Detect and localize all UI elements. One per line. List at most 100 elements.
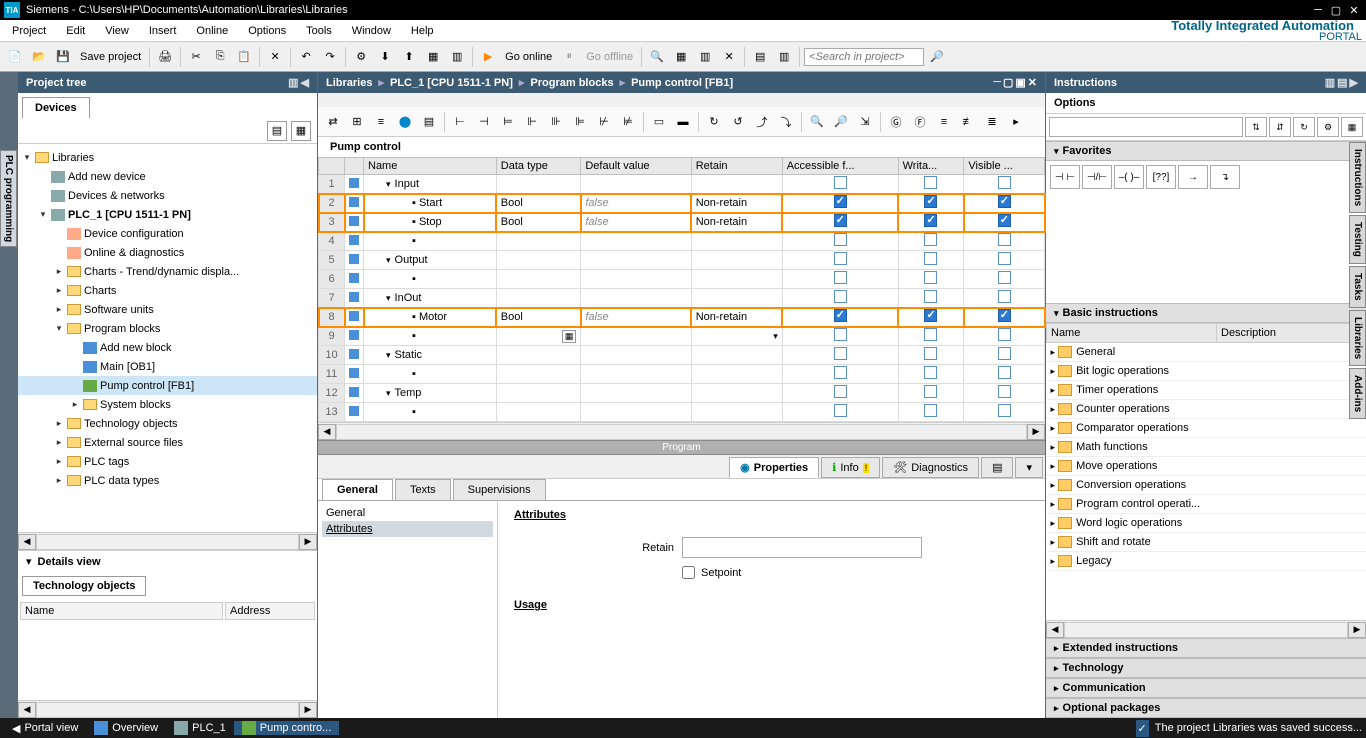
instr-category[interactable]: ▸ Conversion operations — [1047, 476, 1366, 495]
checkbox[interactable] — [834, 176, 847, 189]
tab-diagnostics[interactable]: 🛠Diagnostics — [882, 457, 979, 478]
var-default[interactable] — [581, 384, 691, 403]
instr-category[interactable]: ▸ Shift and rotate — [1047, 533, 1366, 552]
et-icon[interactable]: ≣ — [981, 111, 1003, 133]
open-icon[interactable]: 📂 — [28, 46, 50, 68]
copy-icon[interactable]: ⎘ — [209, 46, 231, 68]
tree-node[interactable]: ▾PLC_1 [CPU 1511-1 PN] — [18, 205, 317, 224]
go-offline-btn[interactable]: Go offline — [582, 51, 637, 63]
et-icon[interactable]: Ⓖ — [885, 111, 907, 133]
et-icon[interactable]: ↻ — [703, 111, 725, 133]
intf-hscroll[interactable]: ◀ ▶ — [318, 422, 1045, 440]
tree-node[interactable]: ▸Technology objects — [18, 414, 317, 433]
var-retain[interactable] — [691, 346, 782, 365]
fav-box[interactable]: [??] — [1146, 165, 1176, 189]
checkbox[interactable] — [924, 328, 937, 341]
undo-icon[interactable]: ↶ — [295, 46, 317, 68]
tech-header[interactable]: Technology — [1046, 658, 1366, 678]
var-vis[interactable] — [964, 232, 1045, 251]
checkbox[interactable] — [998, 366, 1011, 379]
tree-hscroll[interactable]: ◀ ▶ — [18, 532, 317, 550]
rtab-libraries[interactable]: Libraries — [1349, 310, 1366, 366]
checkbox[interactable] — [924, 252, 937, 265]
upload-icon[interactable]: ⬆ — [398, 46, 420, 68]
var-vis[interactable] — [964, 365, 1045, 384]
instr-hscroll[interactable]: ◀ ▶ — [1046, 620, 1366, 638]
var-type[interactable]: Bool — [496, 308, 581, 327]
var-acc[interactable] — [782, 251, 898, 270]
var-default[interactable]: false — [581, 213, 691, 232]
col-address[interactable]: Address — [225, 602, 315, 620]
menu-options[interactable]: Options — [240, 23, 294, 39]
scroll-left-icon[interactable]: ◀ — [18, 702, 36, 718]
checkbox[interactable] — [834, 252, 847, 265]
intf-row[interactable]: 12▾Temp — [319, 384, 1045, 403]
checkbox[interactable] — [834, 328, 847, 341]
intf-row[interactable]: 7▾InOut — [319, 289, 1045, 308]
checkbox[interactable] — [998, 214, 1011, 227]
var-vis[interactable] — [964, 270, 1045, 289]
var-type[interactable] — [496, 403, 581, 422]
var-vis[interactable] — [964, 213, 1045, 232]
var-acc[interactable] — [782, 308, 898, 327]
win-max-icon[interactable]: ▣ — [1015, 76, 1025, 89]
checkbox[interactable] — [998, 233, 1011, 246]
checkbox[interactable] — [834, 385, 847, 398]
menu-window[interactable]: Window — [344, 23, 399, 39]
var-acc[interactable] — [782, 327, 898, 346]
rtab-testing[interactable]: Testing — [1349, 215, 1366, 264]
scroll-track[interactable] — [336, 424, 1027, 440]
scroll-right-icon[interactable]: ▶ — [299, 702, 317, 718]
tree-node[interactable]: Online & diagnostics — [18, 243, 317, 262]
var-name[interactable]: ▾Temp — [364, 384, 497, 403]
checkbox[interactable] — [924, 309, 937, 322]
checkbox[interactable] — [998, 328, 1011, 341]
portal-view-btn[interactable]: ◀ Portal view — [4, 722, 86, 735]
inspector-collapse-icon[interactable]: ▾ — [1015, 457, 1043, 478]
et-icon[interactable]: ▬ — [672, 111, 694, 133]
cut-icon[interactable]: ✂ — [185, 46, 207, 68]
et-icon[interactable]: Ⓕ — [909, 111, 931, 133]
opt-btn[interactable]: ⚙ — [1317, 117, 1339, 137]
win-min-icon[interactable]: ─ — [993, 76, 1001, 89]
var-acc[interactable] — [782, 365, 898, 384]
tree-node[interactable]: Add new device — [18, 167, 317, 186]
tech-objects-tab[interactable]: Technology objects — [22, 576, 146, 596]
win-close-icon[interactable]: ✕ — [1028, 76, 1037, 89]
var-retain[interactable] — [691, 270, 782, 289]
et-icon[interactable]: ⊭ — [617, 111, 639, 133]
var-name[interactable]: ▪ — [364, 327, 497, 346]
var-name[interactable]: ▾Static — [364, 346, 497, 365]
comm-header[interactable]: Communication — [1046, 678, 1366, 698]
col-name[interactable]: Name — [20, 602, 223, 620]
var-wr[interactable] — [898, 403, 964, 422]
checkbox[interactable] — [834, 195, 847, 208]
var-wr[interactable] — [898, 346, 964, 365]
var-default[interactable] — [581, 289, 691, 308]
scroll-left-icon[interactable]: ◀ — [318, 424, 336, 440]
tree-node[interactable]: ▸System blocks — [18, 395, 317, 414]
fav-branch[interactable]: → — [1178, 165, 1208, 189]
var-type[interactable] — [496, 289, 581, 308]
left-sidetab[interactable]: PLC programming — [0, 150, 17, 247]
go-online-btn[interactable]: Go online — [501, 51, 556, 63]
checkbox[interactable] — [834, 271, 847, 284]
optpkg-header[interactable]: Optional packages — [1046, 698, 1366, 718]
panel-pin-icon[interactable]: ▥ — [288, 76, 298, 89]
intf-row[interactable]: 8▪ MotorBoolfalseNon-retain — [319, 308, 1045, 327]
panel-view-icon[interactable]: ▤ — [1337, 76, 1347, 89]
var-name[interactable]: ▪ Stop — [364, 213, 497, 232]
var-acc[interactable] — [782, 232, 898, 251]
instr-category[interactable]: ▸ Math functions — [1047, 438, 1366, 457]
instr-category[interactable]: ▸ Counter operations — [1047, 400, 1366, 419]
var-type[interactable] — [496, 251, 581, 270]
favorites-header[interactable]: Favorites — [1046, 141, 1366, 161]
split-v-icon[interactable]: ▥ — [773, 46, 795, 68]
var-acc[interactable] — [782, 194, 898, 213]
var-name[interactable]: ▾Output — [364, 251, 497, 270]
scroll-track[interactable] — [1064, 622, 1348, 638]
checkbox[interactable] — [924, 347, 937, 360]
scroll-right-icon[interactable]: ▶ — [1027, 424, 1045, 440]
col-name[interactable]: Name — [1047, 324, 1217, 343]
var-retain[interactable]: Non-retain — [691, 308, 782, 327]
